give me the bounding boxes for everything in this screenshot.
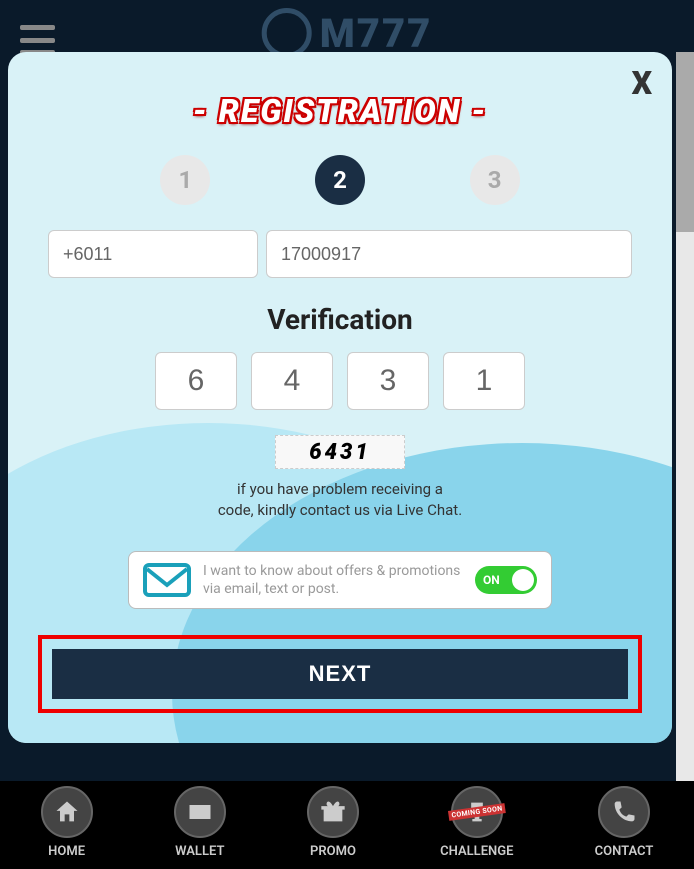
next-button[interactable]: NEXT	[52, 649, 628, 699]
nav-label: PROMO	[310, 844, 356, 859]
verification-label: Verification	[38, 303, 642, 336]
trophy-icon: COMING SOON	[451, 786, 503, 838]
phone-input-row	[48, 230, 632, 278]
phone-prefix-input[interactable]	[48, 230, 258, 278]
nav-contact[interactable]: CONTACT	[595, 786, 654, 859]
scrollbar[interactable]	[676, 52, 694, 781]
code-digit-1[interactable]	[155, 352, 237, 410]
bottom-navigation: HOME WALLET PROMO COMING SOON CHALLENGE …	[0, 781, 694, 869]
offers-text: I want to know about offers & promotions…	[203, 562, 463, 598]
step-1: 1	[160, 155, 210, 205]
gift-icon	[307, 786, 359, 838]
code-digit-4[interactable]	[443, 352, 525, 410]
modal-title: - REGISTRATION -	[38, 92, 642, 130]
scrollbar-thumb[interactable]	[676, 52, 694, 232]
phone-number-input[interactable]	[266, 230, 632, 278]
nav-label: WALLET	[175, 844, 224, 859]
phone-icon	[598, 786, 650, 838]
close-button[interactable]: X	[632, 64, 652, 102]
envelope-icon	[143, 563, 191, 597]
nav-promo[interactable]: PROMO	[307, 786, 359, 859]
offers-toggle[interactable]: ON	[475, 566, 537, 594]
code-digit-3[interactable]	[347, 352, 429, 410]
nav-challenge[interactable]: COMING SOON CHALLENGE	[440, 786, 513, 859]
nav-home[interactable]: HOME	[41, 786, 93, 859]
home-icon	[41, 786, 93, 838]
captcha-image: 6431	[275, 435, 405, 469]
wallet-icon	[174, 786, 226, 838]
nav-label: CHALLENGE	[440, 844, 513, 859]
registration-modal: X - REGISTRATION - 1 2 3 Verification 64…	[8, 52, 672, 743]
step-2: 2	[315, 155, 365, 205]
step-indicator: 1 2 3	[108, 155, 572, 205]
verification-code-row	[38, 352, 642, 410]
code-digit-2[interactable]	[251, 352, 333, 410]
background-logo: M777	[262, 8, 433, 58]
nav-label: CONTACT	[595, 844, 654, 859]
next-button-highlight: NEXT	[38, 635, 642, 713]
nav-wallet[interactable]: WALLET	[174, 786, 226, 859]
nav-label: HOME	[48, 844, 85, 859]
step-3: 3	[470, 155, 520, 205]
offers-optin-box: I want to know about offers & promotions…	[128, 551, 552, 609]
help-text: if you have problem receiving a code, ki…	[38, 479, 642, 521]
menu-icon[interactable]	[20, 25, 55, 55]
